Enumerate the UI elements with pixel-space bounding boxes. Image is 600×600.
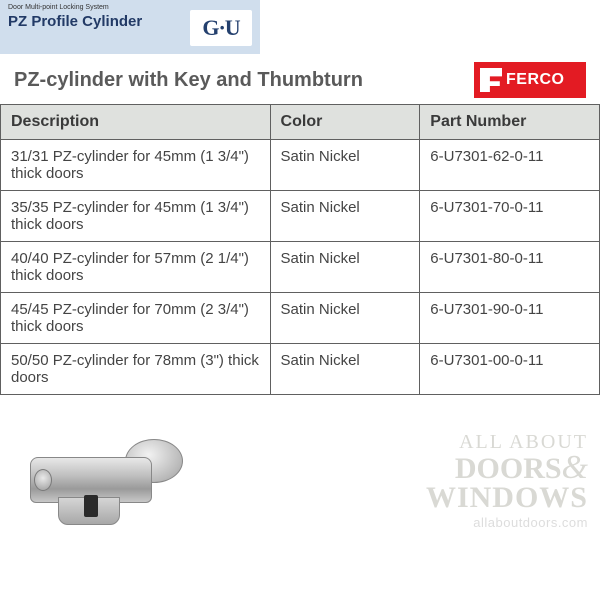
- ferco-logo-mark-icon: [480, 68, 502, 92]
- bottom-area: ALL ABOUT DOORS& WINDOWS allaboutdoors.c…: [0, 399, 600, 549]
- col-header-description: Description: [1, 105, 271, 140]
- table-row: 45/45 PZ-cylinder for 70mm (2 3/4") thic…: [1, 293, 600, 344]
- ferco-logo-text: FERCO: [506, 71, 565, 89]
- cell-description: 40/40 PZ-cylinder for 57mm (2 1/4") thic…: [1, 242, 271, 293]
- cell-part-number: 6-U7301-00-0-11: [420, 344, 600, 395]
- table-row: 40/40 PZ-cylinder for 57mm (2 1/4") thic…: [1, 242, 600, 293]
- table-row: 35/35 PZ-cylinder for 45mm (1 3/4") thic…: [1, 191, 600, 242]
- cell-color: Satin Nickel: [270, 191, 420, 242]
- cell-part-number: 6-U7301-62-0-11: [420, 140, 600, 191]
- header-row: PZ-cylinder with Key and Thumbturn FERCO: [0, 54, 600, 104]
- table-header-row: Description Color Part Number: [1, 105, 600, 140]
- gu-logo-text: G·U: [202, 15, 239, 41]
- col-header-part-number: Part Number: [420, 105, 600, 140]
- watermark-doors: DOORS: [455, 452, 562, 485]
- top-brand-band: Door Multi-point Locking System PZ Profi…: [0, 0, 260, 54]
- cell-description: 50/50 PZ-cylinder for 78mm (3") thick do…: [1, 344, 271, 395]
- cell-part-number: 6-U7301-80-0-11: [420, 242, 600, 293]
- table-row: 31/31 PZ-cylinder for 45mm (1 3/4") thic…: [1, 140, 600, 191]
- cell-color: Satin Nickel: [270, 242, 420, 293]
- watermark-url: allaboutdoors.com: [426, 517, 588, 529]
- watermark: ALL ABOUT DOORS& WINDOWS allaboutdoors.c…: [426, 433, 588, 529]
- col-header-color: Color: [270, 105, 420, 140]
- cell-part-number: 6-U7301-70-0-11: [420, 191, 600, 242]
- cylinder-product-image: [30, 439, 190, 529]
- cell-description: 31/31 PZ-cylinder for 45mm (1 3/4") thic…: [1, 140, 271, 191]
- gu-logo: G·U: [190, 10, 252, 46]
- spec-table: Description Color Part Number 31/31 PZ-c…: [0, 104, 600, 395]
- watermark-windows: WINDOWS: [426, 484, 588, 513]
- cell-color: Satin Nickel: [270, 293, 420, 344]
- product-title: PZ-cylinder with Key and Thumbturn: [14, 69, 363, 92]
- ferco-logo: FERCO: [474, 62, 586, 98]
- cylinder-cam-icon: [84, 495, 98, 517]
- table-row: 50/50 PZ-cylinder for 78mm (3") thick do…: [1, 344, 600, 395]
- cell-description: 45/45 PZ-cylinder for 70mm (2 3/4") thic…: [1, 293, 271, 344]
- cell-color: Satin Nickel: [270, 344, 420, 395]
- cylinder-keyhole-icon: [34, 469, 52, 491]
- cell-color: Satin Nickel: [270, 140, 420, 191]
- cell-description: 35/35 PZ-cylinder for 45mm (1 3/4") thic…: [1, 191, 271, 242]
- cell-part-number: 6-U7301-90-0-11: [420, 293, 600, 344]
